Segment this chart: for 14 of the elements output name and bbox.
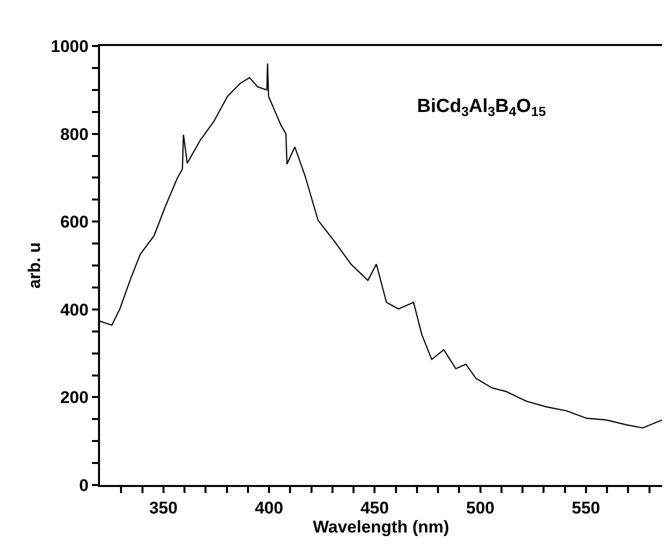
y-tick-label: 800 (60, 124, 89, 144)
x-tick-label: 500 (466, 498, 494, 518)
x-tick-label: 400 (254, 498, 284, 518)
x-tick-label: 450 (360, 498, 389, 518)
x-tick-label: 550 (572, 498, 600, 518)
y-tick-label: 0 (79, 476, 89, 495)
y-axis-title: arb. u (24, 242, 44, 289)
annotation: BiCd$_{3}$Al$_{3}$B$_{4}$O$_{15}$ (417, 96, 546, 119)
y-tick-label: 600 (60, 212, 89, 232)
y-tick-label: 1000 (50, 36, 89, 56)
y-tick-label: 200 (60, 388, 89, 408)
x-axis-title: Wavelength (nm) (312, 517, 450, 536)
y-tick-label: 400 (60, 300, 89, 320)
x-tick-label: 350 (149, 498, 178, 518)
